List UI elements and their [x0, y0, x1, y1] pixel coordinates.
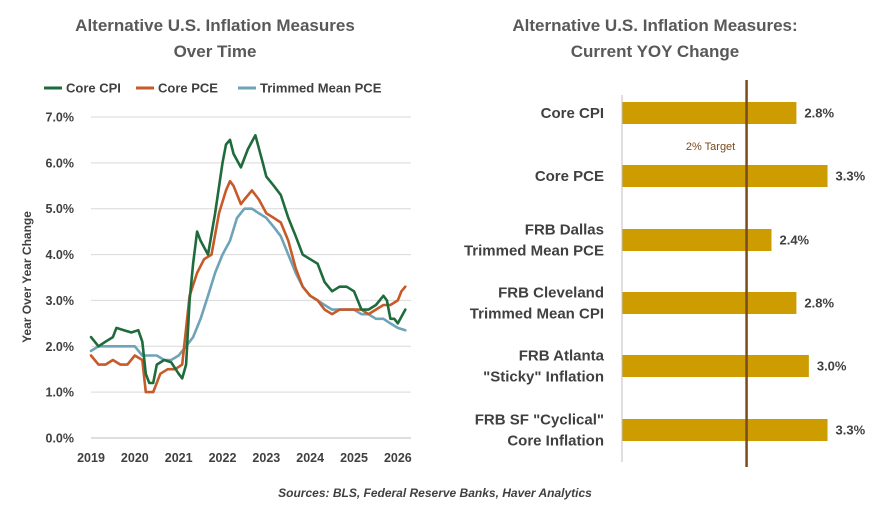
line-chart-gridlines	[91, 116, 411, 439]
bar	[622, 229, 772, 251]
bar	[622, 355, 809, 377]
y-tick-label: 0.0%	[46, 432, 75, 446]
bar-value-label: 3.0%	[817, 359, 847, 374]
bar-category-label: Trimmed Mean PCE	[464, 243, 604, 260]
x-tick-label: 2025	[340, 451, 368, 465]
bar-value-label: 3.3%	[836, 423, 866, 438]
x-tick-label: 2024	[296, 451, 324, 465]
line-chart-x-ticks: 2019 2020 2021 2022 2023 2024 2025 2026	[77, 451, 412, 465]
bar-value-label: 2.8%	[804, 296, 834, 311]
bar-category-label: "Sticky" Inflation	[483, 369, 604, 386]
bar-chart-value-labels: 2.8% 3.3% 2.4% 2.8% 3.0% 3.3%	[779, 106, 865, 438]
bar-chart: Alternative U.S. Inflation Measures: Cur…	[464, 16, 866, 467]
legend-entry: Trimmed Mean PCE	[260, 81, 382, 96]
y-tick-label: 4.0%	[46, 248, 75, 262]
series-line-core-cpi	[89, 134, 407, 385]
y-tick-label: 6.0%	[46, 156, 75, 170]
line-chart: Alternative U.S. Inflation Measures Over…	[20, 16, 412, 465]
bar-category-label: Core CPI	[541, 105, 604, 122]
bar-category-label: FRB SF "Cyclical"	[475, 412, 604, 429]
bar-chart-title-line-1: Alternative U.S. Inflation Measures:	[512, 16, 797, 35]
line-chart-legend: Core CPI Core PCE Trimmed Mean PCE	[44, 81, 382, 96]
legend-entry: Core PCE	[158, 81, 218, 96]
bar-category-label: FRB Dallas	[525, 222, 604, 239]
bar	[622, 292, 797, 314]
bar-category-label: FRB Cleveland	[498, 285, 604, 302]
bar-category-label: Core PCE	[535, 168, 604, 185]
line-chart-title-line-2: Over Time	[174, 42, 257, 61]
y-tick-label: 5.0%	[46, 202, 75, 216]
x-tick-label: 2023	[252, 451, 280, 465]
y-tick-label: 1.0%	[46, 386, 75, 400]
y-tick-label: 2.0%	[46, 340, 75, 354]
bar-value-label: 2.4%	[779, 233, 809, 248]
line-chart-y-axis-title: Year Over Year Change	[20, 211, 34, 343]
bar	[622, 419, 828, 441]
x-tick-label: 2020	[121, 451, 149, 465]
y-tick-label: 7.0%	[46, 111, 75, 125]
source-note: Sources: BLS, Federal Reserve Banks, Hav…	[278, 486, 592, 500]
bar-category-label: Core Inflation	[507, 433, 604, 450]
bar-value-label: 3.3%	[836, 169, 866, 184]
x-tick-label: 2019	[77, 451, 105, 465]
bar-value-label: 2.8%	[804, 106, 834, 121]
series-line-trimmed-mean-pce	[89, 207, 407, 362]
bar-chart-bars	[622, 102, 828, 441]
series-line-core-pce	[89, 179, 407, 394]
bar	[622, 165, 828, 187]
bar-chart-title-line-2: Current YOY Change	[571, 42, 739, 61]
bar	[622, 102, 797, 124]
legend-entry: Core CPI	[66, 81, 121, 96]
target-reference-label: 2% Target	[686, 141, 735, 153]
x-tick-label: 2022	[209, 451, 237, 465]
y-tick-label: 3.0%	[46, 294, 75, 308]
bar-category-label: FRB Atlanta	[519, 348, 605, 365]
x-tick-label: 2026	[384, 451, 412, 465]
x-tick-label: 2021	[165, 451, 193, 465]
line-chart-title-line-1: Alternative U.S. Inflation Measures	[75, 16, 355, 35]
line-chart-series	[89, 134, 407, 394]
line-chart-y-ticks: 0.0% 1.0% 2.0% 3.0% 4.0% 5.0% 6.0% 7.0%	[46, 111, 75, 446]
bar-chart-category-labels: Core CPI Core PCE FRB Dallas Trimmed Mean P…	[464, 105, 605, 450]
bar-category-label: Trimmed Mean CPI	[470, 306, 604, 323]
